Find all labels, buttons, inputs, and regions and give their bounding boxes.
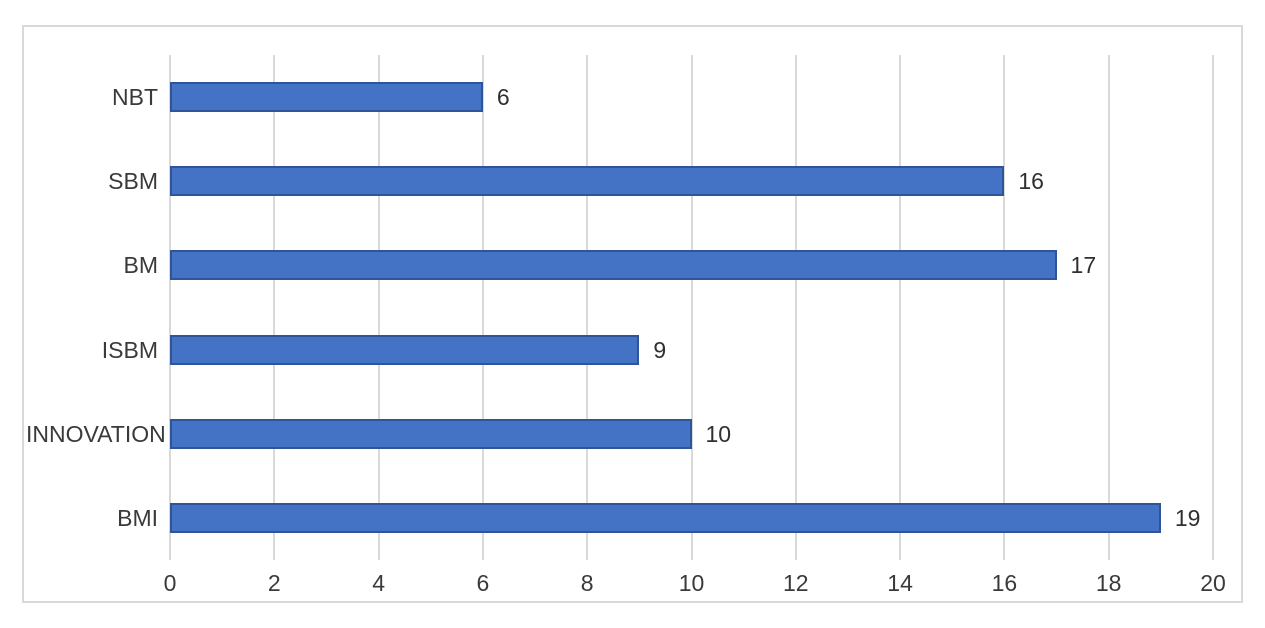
gridline [1107, 55, 1110, 560]
gridline [794, 55, 797, 560]
data-label: 19 [1174, 504, 1201, 531]
x-axis-tick-label: 16 [991, 570, 1018, 596]
x-axis-tick-label: 4 [372, 570, 385, 596]
gridline [899, 55, 902, 560]
data-label: 9 [653, 336, 667, 363]
gridline [481, 55, 484, 560]
gridline [273, 55, 276, 560]
bar-bm [170, 250, 1057, 281]
x-axis-tick-label: 14 [887, 570, 913, 596]
gridline [1003, 55, 1006, 560]
data-label: 16 [1018, 168, 1044, 195]
x-axis-tick-label: 12 [783, 570, 809, 596]
bar-nbt [170, 82, 483, 113]
bar-isbm [170, 334, 640, 365]
gridline [690, 55, 693, 560]
gridline [1212, 55, 1214, 560]
bar-bmi [170, 502, 1161, 533]
x-axis-tick-label: 20 [1200, 570, 1226, 596]
bar-innovation [170, 418, 692, 449]
gridline [377, 55, 380, 560]
data-label: 10 [705, 420, 732, 447]
category-label: ISBM [101, 336, 158, 363]
x-axis-tick-label: 8 [580, 570, 594, 596]
x-axis-tick-label: 6 [476, 570, 490, 596]
x-axis-tick-label: 10 [678, 570, 705, 596]
gridline [169, 55, 171, 560]
category-label: INNOVATION [26, 420, 166, 447]
category-label: SBM [108, 168, 158, 195]
category-label: NBT [112, 84, 158, 111]
category-label: BMI [117, 504, 158, 531]
data-label: 17 [1070, 252, 1097, 279]
category-label: BM [123, 252, 159, 279]
x-axis-tick-label: 0 [163, 570, 177, 596]
data-label: 6 [496, 84, 510, 111]
x-axis-tick-label: 18 [1095, 570, 1122, 596]
gridline [586, 55, 589, 560]
bar-sbm [170, 166, 1005, 197]
chart-frame: NBT SBM BM ISBM INNOVATION BMI 6 16 17 9 10 19 0 2 4… [22, 25, 1243, 603]
x-axis-tick-label: 2 [267, 570, 281, 596]
